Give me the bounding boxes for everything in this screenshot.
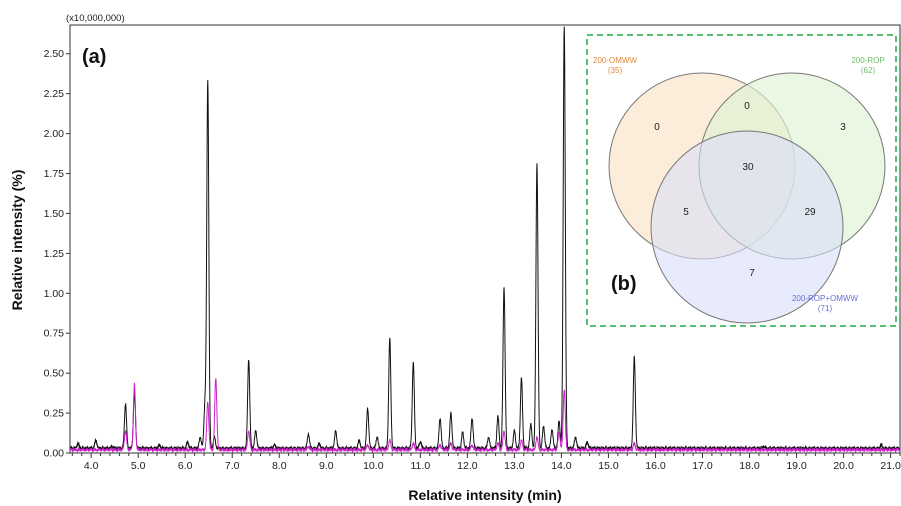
x-tick-label: 21.0 [880,460,901,472]
y-tick-label: 2.00 [44,128,65,140]
panel-label-b: (b) [611,273,637,295]
trace-magenta [69,378,901,454]
x-tick-label: 11.0 [411,460,431,472]
venn-count-omww-rop: 0 [744,101,750,112]
x-axis-ticks: 4.0 5.0 6.0 7.0 8.0 9.0 10.0 11.0 12.0 13.0 14.0 15… [71,453,901,472]
y-tick-label: 1.25 [44,248,65,260]
y-tick-label: 1.00 [44,288,65,300]
x-tick-label: 19.0 [786,460,807,472]
y-axis-ticks: 0.00 0.25 0.50 0.75 1.00 1.25 1.50 1.75 2.00 2.25… [44,48,70,460]
venn-set-rop-name: 200-ROP [851,56,884,65]
y-scale-label: (x10,000,000) [66,13,125,24]
venn-count-omww-only: 0 [654,122,660,133]
x-tick-label: 6.0 [178,460,193,472]
y-tick-label: 0.50 [44,368,65,380]
x-tick-label: 17.0 [692,460,713,472]
venn-count-rop-omww-only: 7 [749,268,755,279]
x-tick-label: 8.0 [272,460,287,472]
x-tick-label: 18.0 [739,460,760,472]
venn-count-rop-only: 3 [840,122,846,133]
venn-set-rop-count: (62) [861,66,876,75]
x-tick-label: 5.0 [131,460,146,472]
venn-count-rop-and-rop-omww: 29 [804,207,816,218]
x-tick-label: 13.0 [504,460,525,472]
venn-count-omww-and-rop-omww: 5 [683,207,689,218]
y-tick-label: 1.50 [44,208,65,220]
y-tick-label: 0.25 [44,408,65,420]
x-tick-label: 20.0 [833,460,854,472]
x-tick-label: 16.0 [645,460,666,472]
y-tick-label: 2.25 [44,88,65,100]
x-tick-label: 15.0 [598,460,619,472]
y-tick-label: 0.75 [44,328,65,340]
x-tick-label: 9.0 [319,460,334,472]
panel-label-a: (a) [82,46,106,68]
venn-count-all-three: 30 [742,162,754,173]
chromatogram-traces [69,26,901,454]
x-tick-label: 7.0 [225,460,240,472]
x-tick-label: 12.0 [457,460,478,472]
y-axis-title: Relative intensity (%) [9,170,25,311]
x-tick-label: 10.0 [363,460,384,472]
venn-set-rop-omww-name: 200-ROP+OMWW [792,294,858,303]
y-tick-label: 1.75 [44,168,65,180]
venn-diagram: 200-OMWW (35) 200-ROP (62) 200-ROP+OMWW … [586,34,897,327]
y-tick-label: 0.00 [44,448,65,460]
venn-set-omww-name: 200-OMWW [593,56,637,65]
x-tick-label: 4.0 [84,460,99,472]
y-tick-label: 2.50 [44,48,65,60]
venn-circle-rop-omww [650,130,844,324]
venn-set-rop-omww-count: (71) [818,304,833,313]
x-axis-title: Relative intensity (min) [408,487,561,503]
venn-set-omww-count: (35) [608,66,623,75]
x-tick-label: 14.0 [551,460,572,472]
